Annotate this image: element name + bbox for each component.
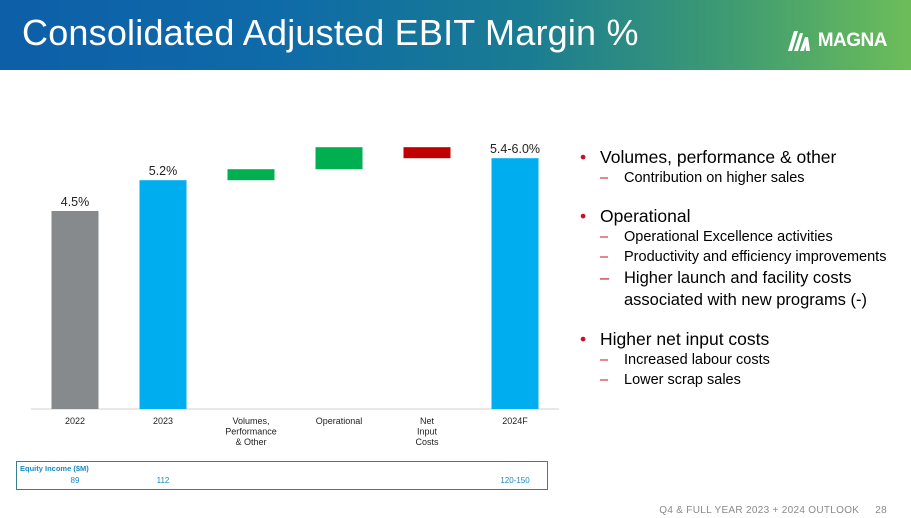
equity-income-table: Equity Income ($M) 89 112 120-150 [16, 461, 548, 490]
bar-operational [315, 147, 363, 170]
x-tick-label: Volumes, [232, 416, 269, 426]
x-tick-label: Operational [316, 416, 363, 426]
x-tick-label: Performance [225, 427, 277, 437]
bullet-sub: Higher launch and facility costs associa… [580, 267, 905, 311]
equity-income-label: Equity Income ($M) [20, 464, 89, 473]
x-tick-label: & Other [235, 437, 266, 447]
data-label: 5.2% [149, 164, 178, 178]
header-banner: Consolidated Adjusted EBIT Margin % MAGN… [0, 0, 911, 70]
bar-volumes-performance-other [227, 169, 275, 181]
bar-2023 [139, 180, 187, 409]
bullet-sub: Contribution on higher sales [580, 168, 905, 188]
bar-2024f [491, 158, 539, 409]
x-tick-label: Net [420, 416, 435, 426]
bullet-sub: Increased labour costs [580, 350, 905, 370]
page-number: 28 [875, 505, 887, 516]
equity-income-value: 89 [70, 476, 80, 485]
bullet-sub: Productivity and efficiency improvements [580, 247, 905, 267]
bullet-main: Volumes, performance & other [580, 146, 905, 168]
bullet-sub: Operational Excellence activities [580, 227, 905, 247]
data-label: 4.5% [61, 195, 90, 209]
bullet-group: OperationalOperational Excellence activi… [580, 205, 905, 311]
x-tick-label: Costs [415, 437, 439, 447]
bullet-group: Volumes, performance & otherContribution… [580, 146, 905, 188]
bar-net-input-costs [403, 147, 451, 159]
logo-text: MAGNA [817, 30, 888, 51]
magna-logo: MAGNA [787, 29, 888, 53]
bullet-main: Operational [580, 205, 905, 227]
x-tick-label: 2024F [502, 416, 528, 426]
bullet-list: Volumes, performance & otherContribution… [580, 146, 905, 407]
equity-income-value: 120-150 [500, 476, 530, 485]
x-tick-label: 2023 [153, 416, 173, 426]
waterfall-chart: 4.5% 2022 5.2% 2023 Volumes,Performance& Oth… [31, 142, 559, 447]
footer-text: Q4 & FULL YEAR 2023 + 2024 OUTLOOK [659, 505, 860, 516]
data-label: 5.4-6.0% [490, 142, 540, 156]
equity-income-value: 112 [156, 476, 170, 485]
x-tick-label: Input [417, 427, 438, 437]
bar-2022 [51, 211, 99, 409]
bullet-sub: Lower scrap sales [580, 370, 905, 390]
footer: Q4 & FULL YEAR 2023 + 2024 OUTLOOK 28 [659, 505, 887, 516]
page-title: Consolidated Adjusted EBIT Margin % [22, 12, 639, 53]
bullet-group: Higher net input costsIncreased labour c… [580, 328, 905, 390]
x-tick-label: 2022 [65, 416, 85, 426]
bullet-main: Higher net input costs [580, 328, 905, 350]
magna-chevrons-icon [787, 31, 810, 51]
